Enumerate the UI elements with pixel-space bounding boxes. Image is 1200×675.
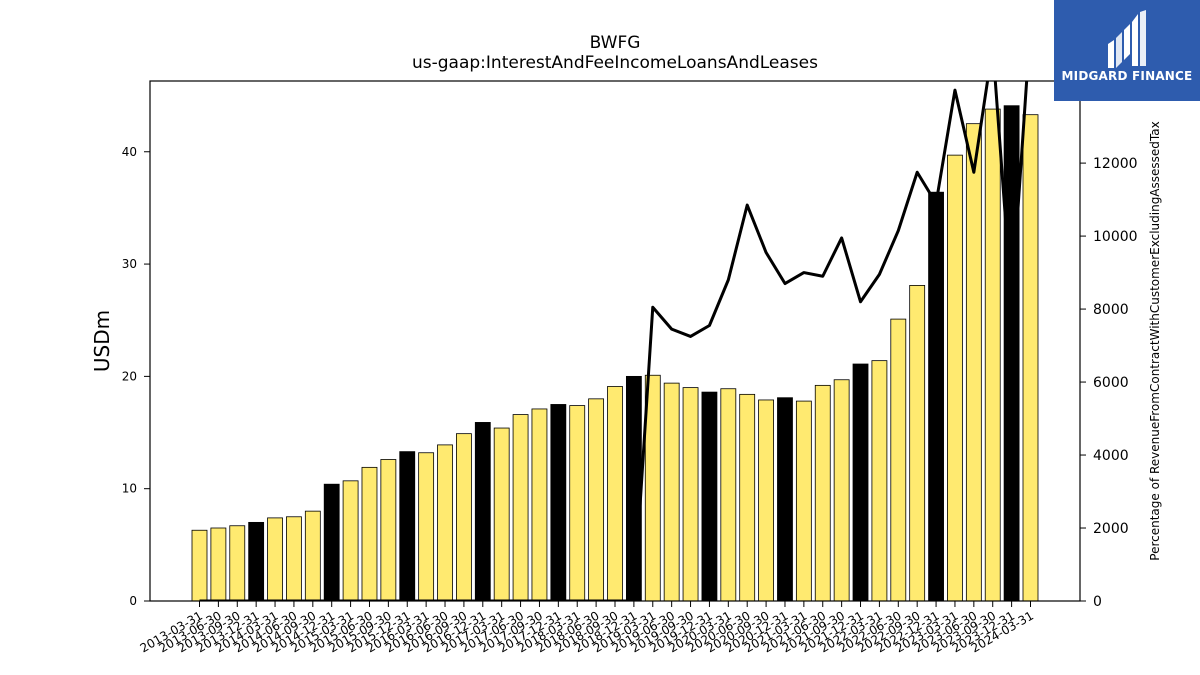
bar-2014-12-31: [323, 483, 340, 602]
bar-2013-12-31: [248, 521, 265, 602]
bar-2018-03-31: [569, 405, 586, 602]
line-layer: [199, 81, 1029, 601]
bar-2023-12-31: [1003, 105, 1020, 602]
right-axis: 0 2000 4000 6000 8000 10000 12000: [1080, 156, 1138, 610]
bar-2013-03-31: [191, 529, 208, 602]
y-tick-label: 30: [122, 257, 137, 271]
bar-2022-12-31: [928, 191, 944, 602]
bar-2013-06-30: [210, 527, 227, 602]
y-tick-label: 0: [129, 594, 137, 608]
logo-text: MIDGARD FINANCE: [1061, 69, 1193, 83]
bar-2016-12-31: [474, 422, 491, 602]
bar-2017-06-30: [512, 414, 529, 602]
y2-tick-label: 12000: [1093, 156, 1138, 172]
bar-2017-03-31: [493, 427, 510, 602]
bar-2019-09-30: [682, 387, 699, 602]
bar-2019-06-30: [663, 382, 680, 602]
brand-logo: MIDGARD FINANCE: [1054, 0, 1200, 101]
bar-2020-06-30: [739, 393, 756, 602]
bar-2021-06-30: [814, 384, 831, 602]
y2-axis-label: Percentage of RevenueFromContractWithCus…: [1148, 121, 1162, 560]
x-axis: 2013-03-312013-06-302013-09-302013-12-31…: [138, 601, 1036, 655]
bar-2014-09-30: [304, 510, 321, 602]
y-tick-label: 40: [122, 145, 137, 159]
y-axis-label: USDm: [90, 310, 114, 372]
y2-tick-label: 2000: [1093, 521, 1129, 537]
y2-tick-label: 6000: [1093, 375, 1129, 391]
bar-2022-03-31: [871, 360, 888, 602]
bar-2014-06-30: [286, 516, 302, 602]
bar-2020-03-31: [720, 388, 737, 602]
bar-2016-06-30: [437, 444, 453, 602]
y2-tick-label: 8000: [1093, 302, 1129, 318]
bar-2022-06-30: [890, 318, 907, 602]
bar-2021-03-31: [795, 400, 812, 602]
bar-2017-12-31: [550, 404, 567, 602]
chart-subtitle: us-gaap:InterestAndFeeIncomeLoansAndLeas…: [412, 53, 818, 73]
bar-2021-12-31: [852, 363, 869, 602]
y2-tick-label: 10000: [1093, 229, 1138, 245]
bar-2020-09-30: [758, 399, 774, 602]
bar-2020-12-31: [777, 397, 793, 602]
bar-2015-06-30: [361, 466, 378, 602]
bar-2024-03-31: [1022, 114, 1039, 602]
bar-2013-09-30: [229, 525, 246, 602]
series-line: [199, 81, 1029, 601]
bar-2023-09-30: [984, 108, 1001, 602]
chart-title: BWFG: [590, 33, 641, 53]
bar-2017-09-30: [531, 408, 548, 602]
bar-2021-09-30: [833, 379, 850, 602]
y-tick-label: 20: [122, 369, 137, 383]
bar-2023-06-30: [965, 123, 982, 602]
left-axis: 0 10 20 30 40: [122, 145, 150, 608]
bar-2015-09-30: [380, 459, 397, 602]
bar-2015-12-31: [399, 451, 416, 602]
bar-2022-09-30: [909, 285, 926, 602]
midgard-logo-icon: [1108, 10, 1146, 68]
bar-2014-03-31: [267, 517, 283, 602]
y2-tick-label: 0: [1093, 594, 1102, 610]
bar-2016-03-31: [418, 452, 435, 602]
bars-layer: [191, 105, 1039, 602]
y-tick-label: 10: [122, 482, 137, 496]
bar-2015-03-31: [342, 480, 359, 602]
bar-2018-06-30: [588, 398, 605, 602]
y2-tick-label: 4000: [1093, 448, 1129, 464]
bar-2018-09-30: [607, 386, 623, 602]
bar-2023-03-31: [947, 154, 963, 602]
bar-2019-12-31: [701, 391, 718, 602]
bar-2018-12-31: [625, 375, 642, 602]
bar-2016-09-30: [456, 433, 472, 602]
